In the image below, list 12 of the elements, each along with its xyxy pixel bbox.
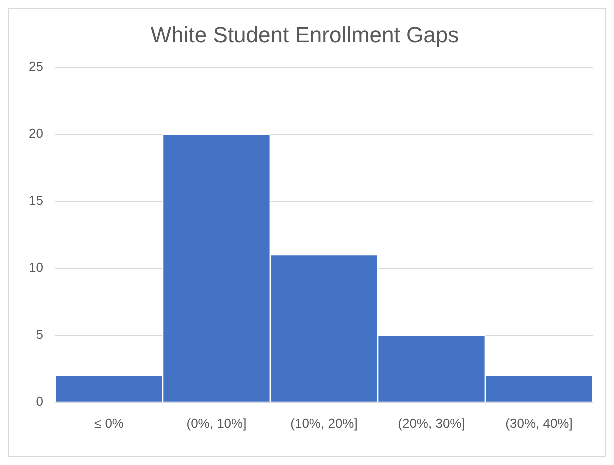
x-tick-label: (0%, 10%] [186, 416, 247, 431]
y-tick-label: 5 [36, 326, 44, 342]
y-tick-label: 15 [28, 192, 44, 208]
x-tick-label: (10%, 20%] [290, 416, 358, 431]
chart-title: White Student Enrollment Gaps [150, 22, 460, 48]
x-tick-label: (20%, 30%] [398, 416, 466, 431]
y-tick-label: 10 [28, 260, 44, 275]
y-tick-label: 0 [36, 394, 44, 409]
y-tick-label: 20 [28, 126, 44, 141]
x-tick-label: ≤ 0% [94, 416, 124, 431]
x-tick-label: (30%, 40%] [506, 416, 573, 431]
y-tick-label: 25 [28, 58, 44, 74]
